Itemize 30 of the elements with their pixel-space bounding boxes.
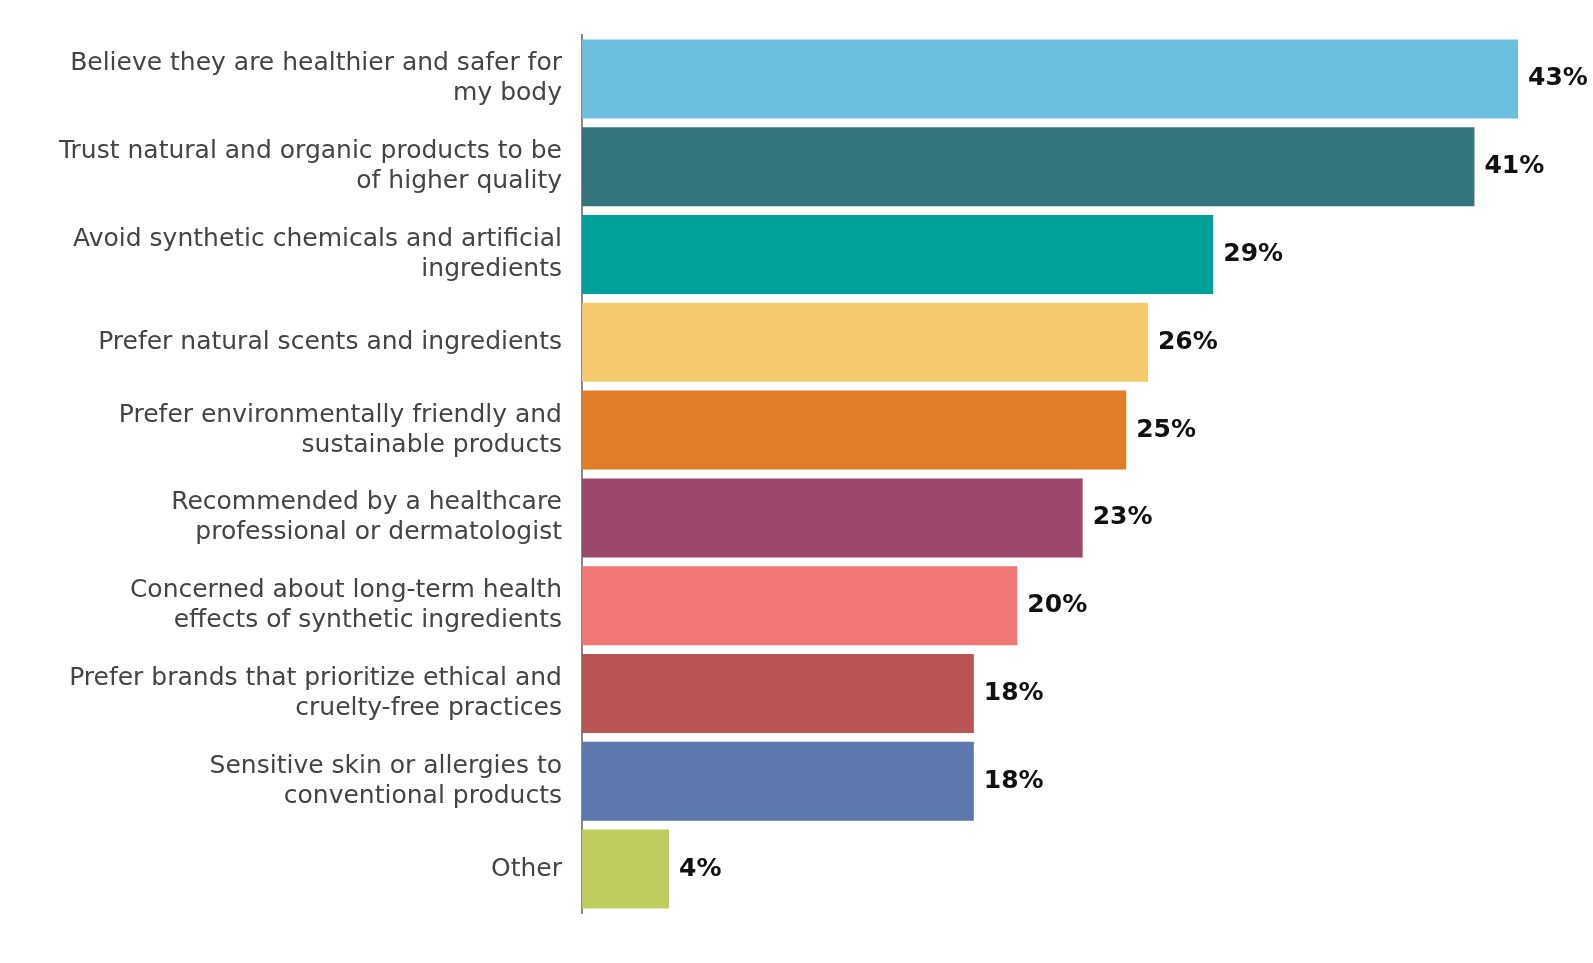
data-label: 18%	[983, 764, 1044, 794]
y-tick-label: Other	[491, 852, 563, 882]
data-label: 18%	[983, 677, 1044, 706]
bar	[582, 39, 1518, 119]
data-label: 4%	[679, 852, 722, 882]
data-label: 23%	[1092, 501, 1153, 531]
bar	[582, 302, 1148, 382]
bar	[582, 390, 1127, 470]
y-tick-label: Prefer brands that prioritize ethical and cruelty-free practices	[69, 662, 562, 721]
y-tick-label: Avoid synthetic chemicals and artificial ingredients	[73, 223, 562, 282]
data-label: 29%	[1223, 238, 1284, 267]
data-label: 20%	[1027, 589, 1088, 619]
bar	[582, 741, 974, 821]
bar	[582, 478, 1083, 558]
data-label: 41%	[1484, 150, 1545, 180]
y-tick-label: Believe they are healthier and safer for my body	[70, 47, 563, 107]
y-tick-label: Prefer environmentally friendly and sustainable products	[118, 398, 562, 458]
y-tick-label: Sensitive skin or allergies to conventional products	[209, 749, 562, 809]
y-tick-label: Concerned about long-term health effects of synthetic ingredients	[129, 574, 562, 634]
data-label: 43%	[1528, 62, 1588, 92]
bar	[582, 127, 1475, 207]
bar	[582, 653, 974, 734]
data-label: 26%	[1157, 325, 1218, 355]
y-tick-label: Prefer natural scents and ingredients	[98, 325, 562, 355]
bar	[582, 566, 1018, 646]
y-tick-label: Recommended by a healthcare professional or dermatologist	[171, 486, 563, 546]
data-label: 25%	[1136, 413, 1197, 443]
bar	[582, 214, 1214, 295]
bar	[582, 829, 670, 909]
y-tick-label: Trust natural and organic products to be of higher quality	[57, 135, 563, 195]
